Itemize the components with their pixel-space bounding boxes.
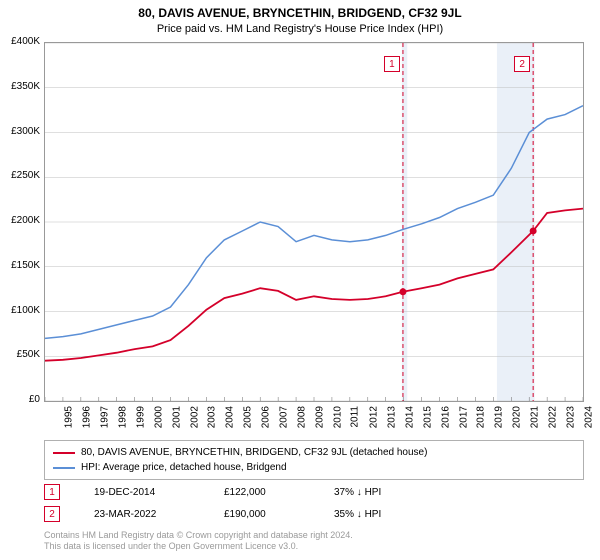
x-axis-label: 2007 xyxy=(278,406,289,428)
x-axis-label: 2020 xyxy=(512,406,523,428)
chart-subtitle: Price paid vs. HM Land Registry's House … xyxy=(0,20,600,39)
x-axis-label: 2022 xyxy=(547,406,558,428)
x-axis-label: 2004 xyxy=(225,406,236,428)
x-axis-label: 2012 xyxy=(368,406,379,428)
x-axis-label: 2019 xyxy=(494,406,505,428)
sale-date: 23-MAR-2022 xyxy=(94,509,224,520)
chart-title: 80, DAVIS AVENUE, BRYNCETHIN, BRIDGEND, … xyxy=(0,0,600,20)
sale-badge-2: 2 xyxy=(44,506,60,522)
plot-area xyxy=(44,42,584,402)
x-axis-label: 2013 xyxy=(386,406,397,428)
x-axis-label: 2000 xyxy=(153,406,164,428)
sale-badge-number: 2 xyxy=(49,509,55,520)
legend: 80, DAVIS AVENUE, BRYNCETHIN, BRIDGEND, … xyxy=(44,440,584,480)
sale-price: £190,000 xyxy=(224,509,334,520)
x-axis-label: 2011 xyxy=(349,406,360,428)
x-axis-label: 1998 xyxy=(117,406,128,428)
sale-row: 1 19-DEC-2014 £122,000 37% ↓ HPI xyxy=(44,484,584,500)
x-axis-label: 2015 xyxy=(422,406,433,428)
y-axis-label: £50K xyxy=(2,349,40,360)
legend-label: 80, DAVIS AVENUE, BRYNCETHIN, BRIDGEND, … xyxy=(81,445,427,460)
y-axis-label: £300K xyxy=(2,126,40,137)
x-axis-label: 2005 xyxy=(243,406,254,428)
x-axis-label: 2009 xyxy=(314,406,325,428)
x-axis-label: 1997 xyxy=(99,406,110,428)
x-axis-label: 2002 xyxy=(189,406,200,428)
sale-diff: 37% ↓ HPI xyxy=(334,487,444,498)
y-axis-label: £350K xyxy=(2,81,40,92)
legend-swatch-hpi xyxy=(53,467,75,469)
legend-swatch-property xyxy=(53,452,75,454)
x-axis-label: 2003 xyxy=(207,406,218,428)
y-axis-label: £0 xyxy=(2,394,40,405)
x-axis-label: 2001 xyxy=(171,406,182,428)
x-axis-label: 2014 xyxy=(404,406,415,428)
sale-date: 19-DEC-2014 xyxy=(94,487,224,498)
sale-badge-1: 1 xyxy=(44,484,60,500)
x-axis-label: 1995 xyxy=(63,406,74,428)
sale-diff: 35% ↓ HPI xyxy=(334,509,444,520)
y-axis-label: £400K xyxy=(2,36,40,47)
y-axis-label: £150K xyxy=(2,260,40,271)
y-axis-label: £100K xyxy=(2,305,40,316)
sale-price: £122,000 xyxy=(224,487,334,498)
chart-svg xyxy=(45,43,583,401)
chart-container: 80, DAVIS AVENUE, BRYNCETHIN, BRIDGEND, … xyxy=(0,0,600,560)
x-axis-label: 2024 xyxy=(583,406,594,428)
sale-badge-number: 1 xyxy=(49,487,55,498)
y-axis-label: £250K xyxy=(2,170,40,181)
legend-row: HPI: Average price, detached house, Brid… xyxy=(53,460,575,475)
chart-marker-badge: 1 xyxy=(384,56,400,72)
x-axis-label: 2021 xyxy=(530,406,541,428)
x-axis-label: 2008 xyxy=(296,406,307,428)
legend-row: 80, DAVIS AVENUE, BRYNCETHIN, BRIDGEND, … xyxy=(53,445,575,460)
x-axis-label: 2023 xyxy=(565,406,576,428)
x-axis-label: 2018 xyxy=(476,406,487,428)
x-axis-label: 1996 xyxy=(81,406,92,428)
footnote: Contains HM Land Registry data © Crown c… xyxy=(44,530,353,552)
legend-label: HPI: Average price, detached house, Brid… xyxy=(81,460,287,475)
x-axis-label: 2016 xyxy=(440,406,451,428)
footnote-line: This data is licensed under the Open Gov… xyxy=(44,541,298,551)
x-axis-label: 2017 xyxy=(458,406,469,428)
y-axis-label: £200K xyxy=(2,215,40,226)
sale-row: 2 23-MAR-2022 £190,000 35% ↓ HPI xyxy=(44,506,584,522)
x-axis-label: 1999 xyxy=(135,406,146,428)
chart-marker-badge: 2 xyxy=(514,56,530,72)
x-axis-label: 2006 xyxy=(261,406,272,428)
x-axis-label: 2010 xyxy=(332,406,343,428)
footnote-line: Contains HM Land Registry data © Crown c… xyxy=(44,530,353,540)
